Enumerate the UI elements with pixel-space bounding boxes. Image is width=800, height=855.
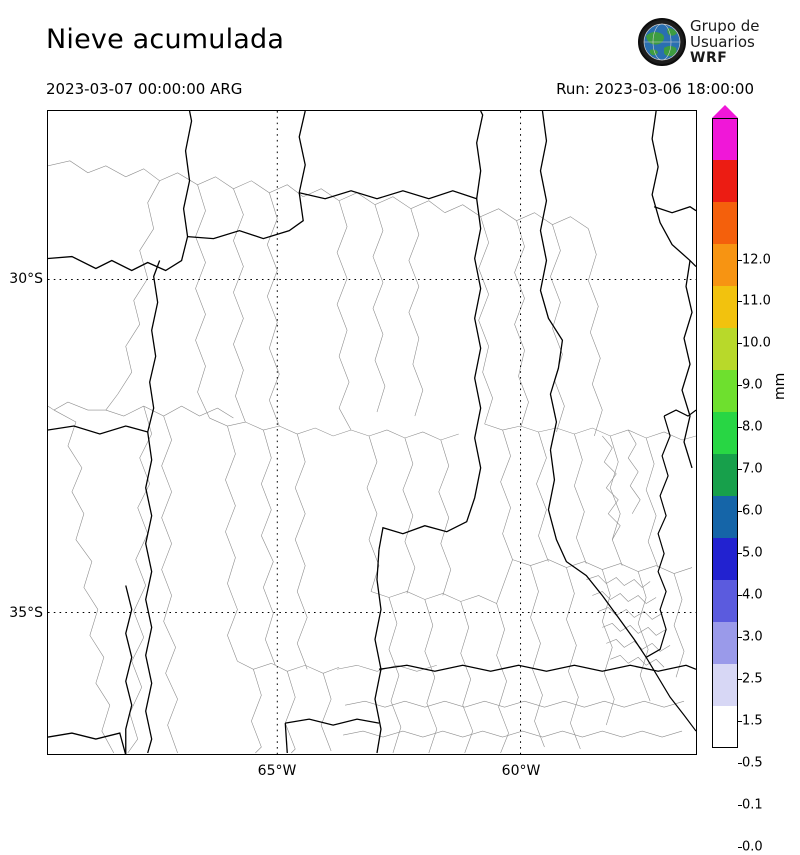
colorbar-band (712, 202, 738, 244)
map-canvas[interactable] (47, 110, 697, 755)
colorbar-tick-mark (738, 469, 742, 470)
valid-time-label: 2023-03-07 00:00:00 ARG (46, 80, 243, 98)
lat-label-35s: 35°S (9, 605, 43, 621)
colorbar-tick-label: 4.0 (742, 587, 763, 603)
colorbar-tick-label: 10.0 (742, 335, 771, 351)
colorbar-tick-mark (738, 679, 742, 680)
map-vector-layer (48, 111, 696, 754)
page-title: Nieve acumulada (46, 24, 285, 55)
colorbar-band (712, 412, 738, 454)
colorbar-tick-label: 6.0 (742, 503, 763, 519)
colorbar-tick-label: 3.0 (742, 629, 763, 645)
lat-label-30s: 30°S (9, 271, 43, 287)
colorbar-band (712, 286, 738, 328)
colorbar-tick-label: 9.0 (742, 377, 763, 393)
colorbar-tick-label: 12.0 (742, 252, 771, 268)
colorbar-tick-mark (738, 427, 742, 428)
colorbar-band (712, 496, 738, 538)
colorbar-band (712, 370, 738, 412)
colorbar-unit-label: mm (772, 372, 788, 400)
colorbar-tick-mark (738, 260, 742, 261)
colorbar-tick-mark (738, 763, 742, 764)
colorbar-band (712, 622, 738, 664)
globe-icon (638, 18, 686, 66)
lon-label-65w: 65°W (257, 763, 297, 779)
logo-text: Grupo de Usuarios WRF (690, 18, 760, 66)
logo-line-1: Grupo de (690, 17, 760, 35)
colorbar-tick-mark (738, 637, 742, 638)
colorbar-band (712, 706, 738, 748)
colorbar-tick-mark (738, 847, 742, 848)
colorbar (712, 105, 738, 761)
colorbar-tick-mark (738, 553, 742, 554)
map-page: Nieve acumulada Grupo de Usuarios WRF 20… (9, 16, 788, 855)
lon-label-60w: 60°W (501, 763, 541, 779)
colorbar-band (712, 118, 738, 160)
colorbar-tick-mark (738, 721, 742, 722)
colorbar-band (712, 664, 738, 706)
colorbar-band (712, 328, 738, 370)
colorbar-tick-mark (738, 595, 742, 596)
coastline (645, 409, 696, 732)
graticule (48, 111, 696, 754)
logo: Grupo de Usuarios WRF (638, 16, 783, 68)
colorbar-over-arrow (712, 105, 738, 118)
colorbar-tick-mark (738, 301, 742, 302)
department-boundaries (48, 160, 696, 754)
colorbar-tick-label: 11.0 (742, 293, 771, 309)
colorbar-band (712, 538, 738, 580)
colorbar-band (712, 160, 738, 202)
colorbar-band (712, 454, 738, 496)
colorbar-tick-label: 7.0 (742, 461, 763, 477)
colorbar-tick-mark (738, 805, 742, 806)
colorbar-tick-label: 0.5 (742, 755, 763, 771)
colorbar-tick-label: 5.0 (742, 545, 763, 561)
run-time-label: Run: 2023-03-06 18:00:00 (556, 80, 754, 98)
colorbar-tick-mark (738, 343, 742, 344)
colorbar-tick-label: 1.5 (742, 713, 763, 729)
colorbar-tick-mark (738, 511, 742, 512)
colorbar-tick-label: 8.0 (742, 419, 763, 435)
colorbar-tick-label: 0.0 (742, 839, 763, 855)
colorbar-tick-label: 2.5 (742, 671, 763, 687)
colorbar-band (712, 580, 738, 622)
province-borders (48, 111, 696, 754)
colorbar-under-arrow (712, 748, 738, 761)
colorbar-band (712, 244, 738, 286)
logo-line-2: Usuarios (690, 33, 755, 51)
logo-line-3: WRF (690, 50, 728, 66)
colorbar-ticks: 12.0 11.0 10.0 9.0 8.0 7.0 6.0 5.0 4.0 3.0 2.5 1.5 0… (712, 118, 782, 855)
colorbar-tick-mark (738, 385, 742, 386)
